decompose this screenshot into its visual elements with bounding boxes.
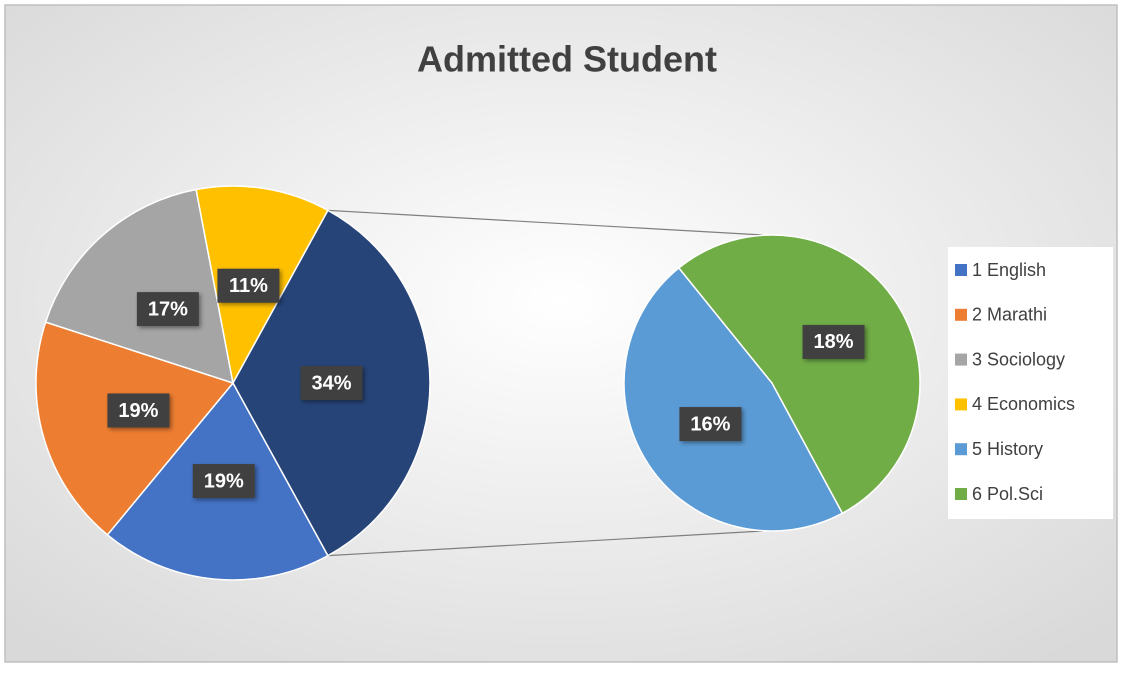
- data-label-box: [136, 292, 199, 327]
- data-label-box: [217, 268, 280, 303]
- legend-label: 6 Pol.Sci: [972, 484, 1043, 504]
- data-label: 17%: [148, 298, 188, 320]
- legend-swatch: [955, 398, 967, 411]
- legend-label: 2 Marathi: [972, 305, 1047, 325]
- pie-slice: [677, 234, 921, 515]
- data-label: 16%: [690, 413, 730, 435]
- data-label: 11%: [229, 275, 268, 297]
- connector-line: [327, 529, 781, 557]
- data-label: 18%: [814, 331, 854, 353]
- data-label: 19%: [118, 400, 158, 422]
- legend-swatch: [955, 308, 967, 321]
- pie-slice: [623, 266, 844, 532]
- data-label: 19%: [204, 470, 244, 492]
- data-label-box: [192, 464, 255, 499]
- legend-box: [948, 247, 1113, 519]
- legend-swatch: [955, 443, 967, 456]
- pie-slice: [35, 321, 235, 536]
- legend-label: 4 Economics: [972, 394, 1075, 414]
- legend-label: 5 History: [972, 439, 1043, 459]
- data-label-box: [107, 393, 170, 428]
- connector-line: [327, 209, 781, 237]
- data-label-box: [679, 407, 742, 442]
- data-label-box: [300, 366, 363, 400]
- data-label-box: [802, 324, 865, 359]
- legend-swatch: [955, 488, 967, 500]
- data-label: 34%: [311, 372, 351, 394]
- legend-label: 1 English: [972, 260, 1046, 280]
- legend-label: 3 Sociology: [972, 349, 1065, 369]
- legend-swatch: [955, 264, 967, 276]
- pie-slice: [44, 188, 234, 385]
- chart-title: Admitted Student: [417, 39, 717, 80]
- legend-swatch: [955, 353, 967, 366]
